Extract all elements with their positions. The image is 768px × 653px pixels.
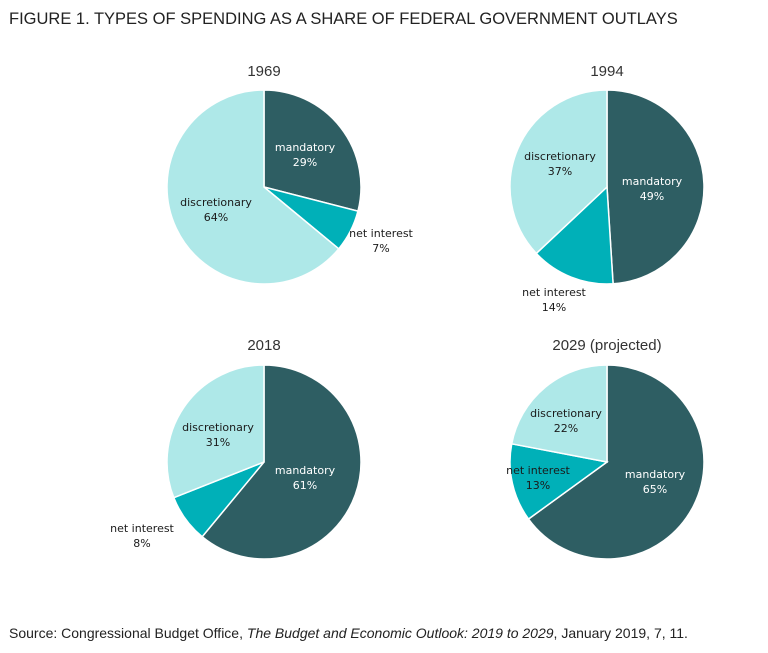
slice-label: net interest xyxy=(110,522,174,535)
slice-value-label: 61% xyxy=(293,479,317,492)
figure-title: FIGURE 1. TYPES OF SPENDING AS A SHARE O… xyxy=(9,10,678,28)
pie-title: 2018 xyxy=(247,337,280,354)
slice-value-label: 29% xyxy=(293,156,317,169)
pie-slice-mandatory xyxy=(263,89,362,213)
pie-slice-mandatory xyxy=(527,364,705,560)
pie-slice-discretionary xyxy=(509,89,608,255)
slice-label: net interest xyxy=(506,464,570,477)
source-note: Source: Congressional Budget Office, The… xyxy=(9,625,688,641)
slice-label: discretionary xyxy=(180,196,252,209)
slice-value-label: 22% xyxy=(554,422,578,435)
pie-slice-mandatory xyxy=(201,364,362,560)
pie-slice-mandatory xyxy=(606,89,705,285)
slice-value-label: 37% xyxy=(548,165,572,178)
slice-label: discretionary xyxy=(530,407,602,420)
slice-label: discretionary xyxy=(182,421,254,434)
pie-slice-discretionary xyxy=(166,364,265,499)
slice-value-label: 14% xyxy=(542,301,566,314)
pie-slice-discretionary xyxy=(166,89,340,285)
slice-value-label: 49% xyxy=(640,190,664,203)
pie-title: 1994 xyxy=(590,63,623,80)
slice-value-label: 7% xyxy=(372,242,389,255)
slice-value-label: 8% xyxy=(133,537,150,550)
pie-title: 1969 xyxy=(247,63,280,80)
slice-value-label: 64% xyxy=(204,211,228,224)
slice-label: mandatory xyxy=(275,141,336,154)
slice-value-label: 31% xyxy=(206,436,230,449)
pie-title: 2029 (projected) xyxy=(552,337,661,354)
slice-label: mandatory xyxy=(275,464,336,477)
slice-label: mandatory xyxy=(625,468,686,481)
slice-label: net interest xyxy=(522,286,586,299)
pie-slice-discretionary xyxy=(510,364,608,463)
slice-label: net interest xyxy=(349,227,413,240)
slice-label: mandatory xyxy=(622,175,683,188)
slice-value-label: 13% xyxy=(526,479,550,492)
pie-slice-net-interest xyxy=(509,442,609,521)
slice-value-label: 65% xyxy=(643,483,667,496)
pie-slice-net-interest xyxy=(535,185,614,285)
slice-label: discretionary xyxy=(524,150,596,163)
